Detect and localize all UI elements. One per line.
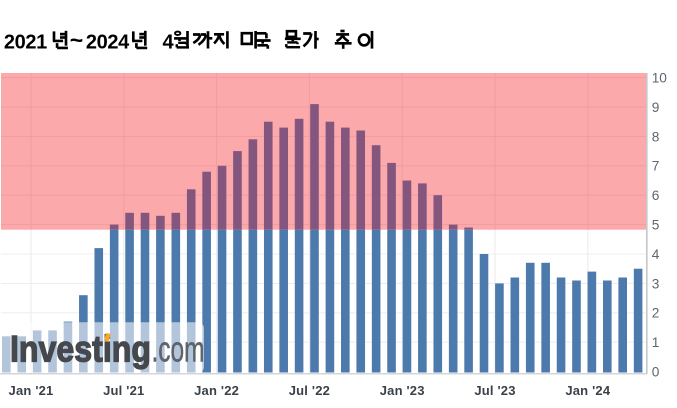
svg-text:Jan '22: Jan '22 [194,383,239,398]
svg-text:4: 4 [163,31,175,53]
svg-text:Jul '21: Jul '21 [103,383,144,398]
svg-text:Investing: Investing [10,329,151,370]
svg-text:7: 7 [652,159,660,174]
svg-text:~: ~ [70,27,83,53]
svg-text:2024: 2024 [86,31,130,53]
svg-text:Jul '22: Jul '22 [289,383,330,398]
svg-text:Jan '23: Jan '23 [380,383,425,398]
svg-text:9: 9 [652,100,660,115]
svg-text:.com: .com [152,329,205,370]
svg-text:5: 5 [652,218,660,233]
svg-text:2021: 2021 [4,31,47,53]
svg-text:3: 3 [652,276,660,291]
svg-text:4: 4 [652,247,660,262]
svg-text:6: 6 [652,188,660,203]
svg-text:8: 8 [652,129,660,144]
svg-text:Jan '24: Jan '24 [565,383,611,398]
svg-text:Jul '23: Jul '23 [474,383,515,398]
svg-text:0: 0 [652,365,660,380]
svg-text:10: 10 [652,71,668,86]
svg-text:Jan '21: Jan '21 [9,383,54,398]
svg-text:1: 1 [652,335,660,350]
svg-text:2: 2 [652,306,660,321]
